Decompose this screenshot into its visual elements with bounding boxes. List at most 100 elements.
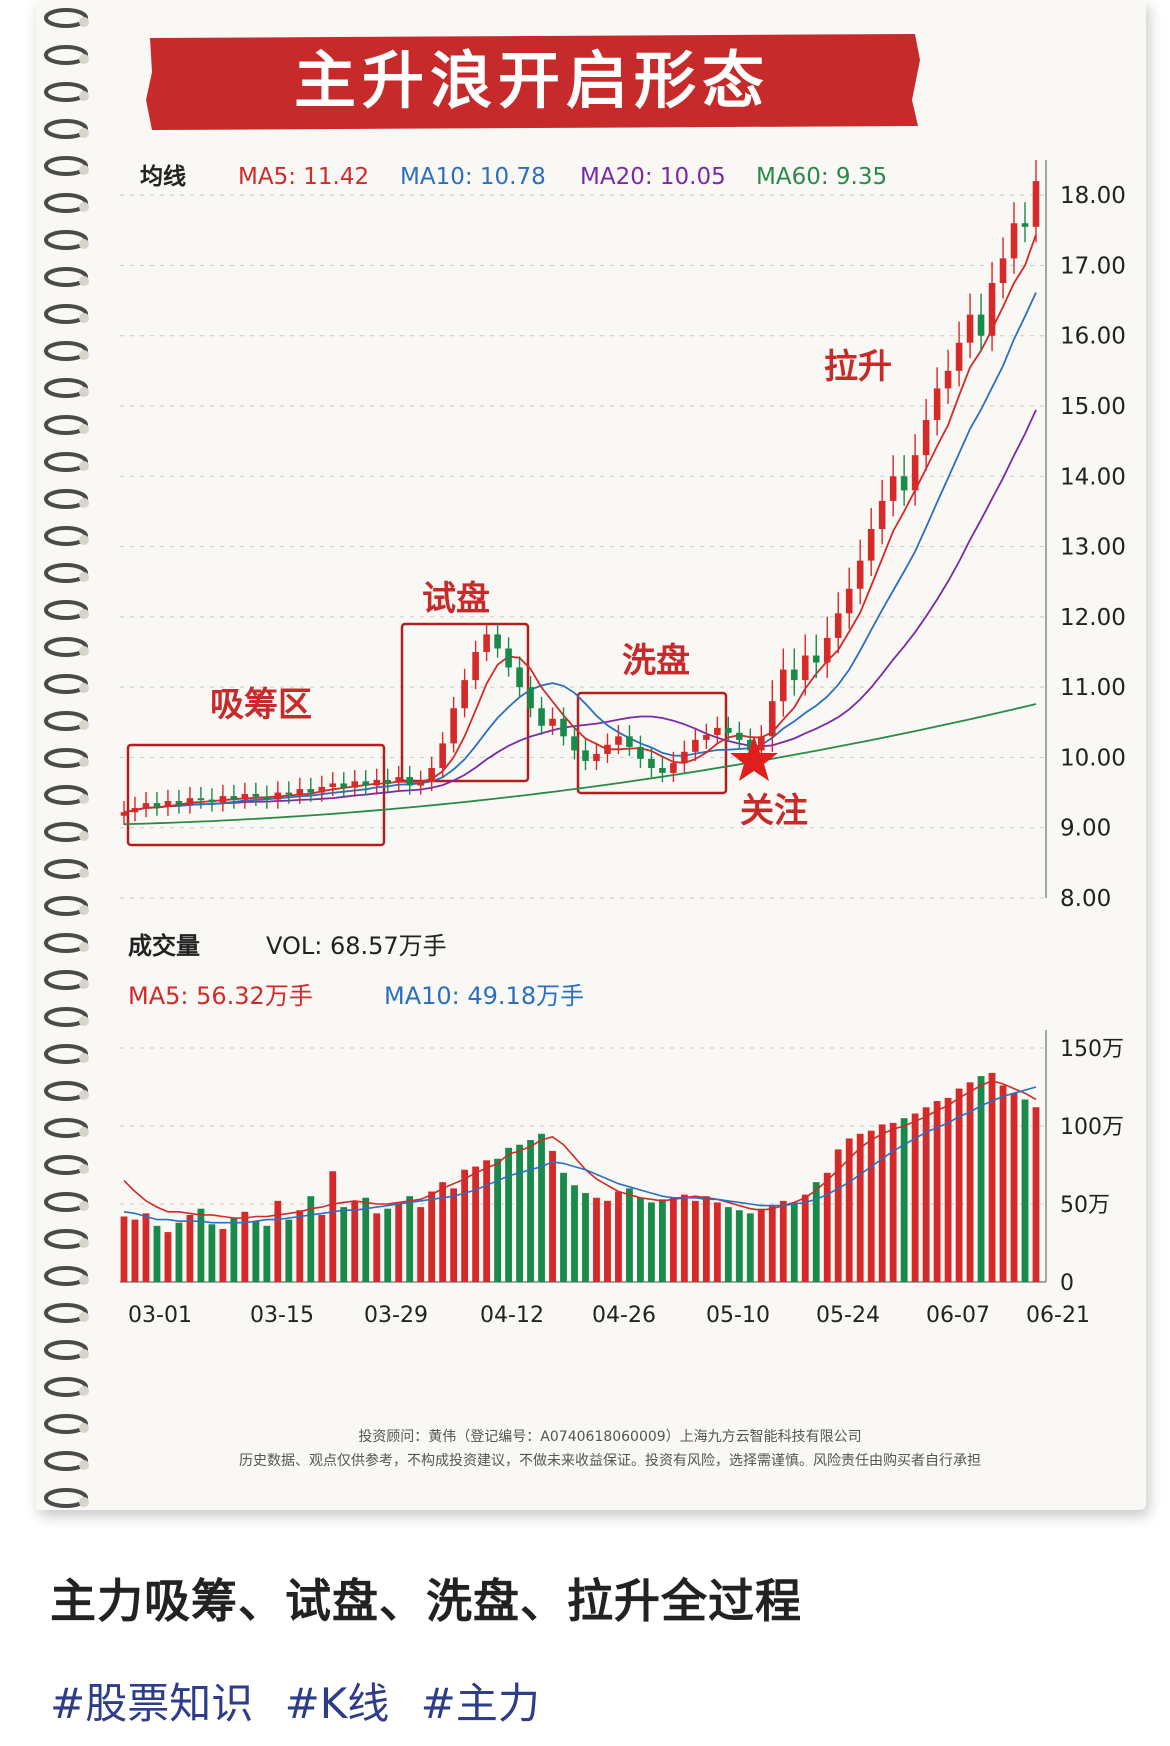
candle-body — [219, 796, 227, 803]
volume-bar — [669, 1197, 677, 1282]
candle-body — [153, 803, 161, 807]
binding-hole — [79, 424, 89, 434]
accumulate-box — [126, 743, 386, 847]
volume-bar — [296, 1210, 304, 1282]
volume-bar — [911, 1113, 919, 1282]
candle-body — [197, 798, 205, 801]
candle-body — [933, 388, 941, 421]
volume-bar — [746, 1213, 754, 1282]
volume-bar — [933, 1101, 941, 1282]
candle-body — [878, 500, 886, 529]
binding-hole — [79, 1386, 89, 1396]
binding-hole — [79, 350, 89, 360]
candle-body — [571, 736, 578, 751]
price-tick-label: 8.00 — [1060, 886, 1111, 912]
volume-bar — [329, 1171, 337, 1282]
volume-bar — [1010, 1093, 1018, 1282]
candle-body — [911, 455, 919, 491]
candle-body — [439, 743, 446, 768]
volume-bar — [724, 1207, 732, 1282]
candle-body — [274, 792, 282, 800]
volume-bar — [428, 1191, 436, 1282]
candle-body — [922, 420, 930, 456]
ma60-line — [123, 703, 1037, 826]
volume-bar — [988, 1072, 996, 1282]
hashtag-2[interactable]: #K线 — [284, 1679, 390, 1728]
candle-body — [351, 781, 359, 788]
volume-bar — [801, 1194, 809, 1282]
hashtag-list[interactable]: #股票知识 #K线 #主力 — [50, 1670, 558, 1731]
volume-ma-lines — [123, 1079, 1037, 1224]
candle-body — [703, 734, 710, 740]
volume-bar — [241, 1211, 249, 1282]
candle-body — [604, 744, 611, 754]
binding-hole — [79, 165, 89, 175]
binding-hole — [79, 979, 89, 989]
x-tick-label: 04-12 — [480, 1303, 544, 1328]
star-icon — [730, 736, 778, 781]
candle-body — [681, 751, 688, 764]
disclaimer: 投资顾问：黄伟（登记编号：A0740618060009）上海九方云智能科技有限公… — [120, 1425, 1100, 1473]
annotations: 吸筹区 试盘 洗盘 拉升 关注 — [210, 347, 892, 831]
volume-tick-label: 100万 — [1060, 1115, 1124, 1140]
post-caption: 主力吸筹、试盘、洗盘、拉升全过程 — [50, 1574, 802, 1628]
annotation-pullup: 拉升 — [824, 347, 892, 387]
volume-bar — [549, 1150, 556, 1282]
candle-body — [186, 798, 194, 805]
binding-hole — [79, 535, 89, 545]
candle-body — [208, 799, 216, 803]
chart-canvas: 主升浪开启形态 均线 MA5: 11.42 MA10: 10.78 MA20: … — [120, 34, 1126, 1328]
volume-bar — [823, 1172, 831, 1282]
annotation-accumulate: 吸筹区 — [210, 685, 312, 725]
price-tick-label: 9.00 — [1060, 816, 1111, 842]
binding-hole — [79, 905, 89, 915]
candle-body — [494, 634, 501, 649]
candle-body — [483, 634, 490, 652]
volume-bar — [450, 1188, 458, 1282]
candle-body — [527, 687, 534, 709]
volume-bar — [483, 1160, 491, 1282]
binding-hole — [79, 387, 89, 397]
candle-body — [593, 753, 600, 761]
binding-hole — [79, 17, 89, 27]
candle-body — [692, 739, 699, 752]
volume-bar — [472, 1166, 480, 1282]
disclaimer-line1: 投资顾问：黄伟（登记编号：A0740618060009）上海九方云智能科技有限公… — [358, 1429, 862, 1445]
volume-bar — [351, 1200, 359, 1282]
volume-bar — [164, 1232, 172, 1282]
candle-body — [285, 792, 293, 795]
candle-body — [395, 777, 402, 783]
candle-body — [318, 786, 326, 793]
binding-hole — [79, 757, 89, 767]
binding-hole — [79, 609, 89, 619]
price-tick-label: 16.00 — [1060, 324, 1126, 350]
hashtag-1[interactable]: #股票知识 — [50, 1679, 254, 1728]
volume-bar — [186, 1214, 194, 1282]
binding-hole — [79, 1053, 89, 1063]
candle-body — [889, 476, 897, 501]
binding-hole — [79, 54, 89, 64]
volume-tick-label: 50万 — [1060, 1193, 1110, 1218]
hashtag-3[interactable]: #主力 — [420, 1679, 540, 1728]
volume-bar — [307, 1196, 315, 1282]
candle-body — [296, 789, 304, 795]
binding-hole — [79, 720, 89, 730]
volume-bars — [120, 1072, 1040, 1282]
candle-body — [241, 793, 249, 800]
ma-legend: 均线 MA5: 11.42 MA10: 10.78 MA20: 10.05 MA… — [140, 163, 887, 190]
volume-bar — [406, 1196, 414, 1282]
price-tick-label: 13.00 — [1060, 535, 1126, 561]
price-tick-label: 10.00 — [1060, 745, 1126, 771]
candle-body — [417, 782, 424, 786]
volume-bar — [208, 1224, 216, 1282]
volume-bar — [768, 1205, 776, 1282]
banner-title: 主升浪开启形态 — [294, 44, 770, 117]
x-tick-label: 03-15 — [250, 1303, 314, 1328]
volume-bar — [900, 1118, 908, 1282]
binding-hole — [79, 646, 89, 656]
binding-hole — [79, 91, 89, 101]
ma-legend-title: 均线 — [140, 163, 186, 190]
volume-bar — [790, 1202, 798, 1282]
volume-bar — [999, 1085, 1007, 1282]
volume-bar — [604, 1200, 611, 1282]
